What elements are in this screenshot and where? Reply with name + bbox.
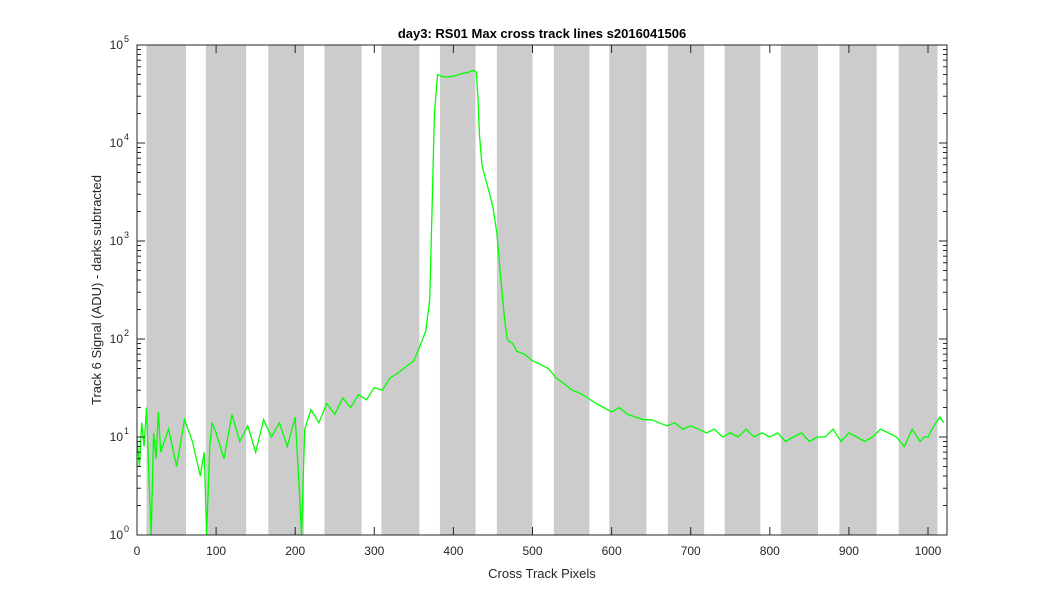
shaded-band-10 [667,45,705,535]
shaded-band-4 [324,45,362,535]
x-tick-label: 600 [602,544,622,558]
x-tick-label: 300 [364,544,384,558]
shaded-bands [146,45,938,535]
shaded-band-3 [268,45,304,535]
y-tick-exponent: 0 [124,524,129,534]
shaded-band-5 [381,45,420,535]
shaded-band-7 [496,45,533,535]
x-tick-label: 900 [839,544,859,558]
y-tick-label: 10 [110,430,124,444]
x-tick-label: 800 [760,544,780,558]
shaded-band-13 [839,45,877,535]
y-tick-exponent: 3 [124,230,129,240]
x-tick-label: 100 [206,544,226,558]
y-tick-exponent: 1 [124,426,129,436]
chart-title: day3: RS01 Max cross track lines s201604… [398,26,686,41]
x-tick-label: 700 [681,544,701,558]
plot-background [137,45,947,535]
shaded-band-6 [439,45,476,535]
y-tick-exponent: 5 [124,34,129,44]
shaded-band-9 [609,45,647,535]
shaded-band-8 [553,45,590,535]
y-tick-exponent: 2 [124,328,129,338]
shaded-band-2 [205,45,247,535]
x-tick-label: 1000 [915,544,942,558]
y-tick-label: 10 [110,528,124,542]
x-tick-label: 200 [285,544,305,558]
y-tick-exponent: 4 [124,132,129,142]
series-line-1 [136,69,945,536]
y-tick-label: 10 [110,136,124,150]
x-axis-ticks: 0 100 200 300 400 500 600 700 800 900 1000 [134,45,942,558]
shaded-band-14 [898,45,938,535]
y-axis-label: Track 6 Signal (ADU) - darks subtracted [89,175,104,405]
x-axis-label: Cross Track Pixels [488,566,596,581]
x-tick-label: 500 [522,544,542,558]
series-group [136,69,945,536]
shaded-band-12 [780,45,819,535]
y-tick-label: 10 [110,38,124,52]
plot-frame [136,44,948,536]
y-tick-label: 10 [110,332,124,346]
x-tick-label: 400 [443,544,463,558]
x-tick-label: 0 [134,544,141,558]
y-tick-label: 10 [110,234,124,248]
shaded-band-11 [724,45,761,535]
